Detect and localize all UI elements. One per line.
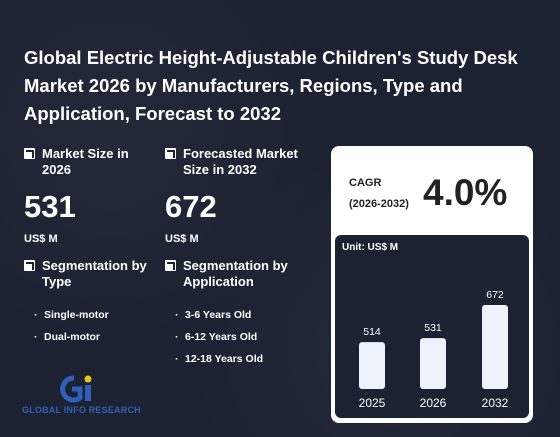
bar-chart: Unit: US$ M 514 2025 531 2026 672 2032	[335, 235, 529, 418]
market-size-label: Market Size in 2026	[42, 146, 129, 177]
bar-2025	[359, 342, 385, 389]
cagr-label-line1: CAGR	[349, 177, 382, 189]
segmentation-type: Segmentation by Type Single-motor Dual-m…	[24, 258, 154, 348]
x-tick-label: 2032	[482, 396, 509, 410]
bar-value-label: 514	[363, 326, 381, 338]
logo: GLOBAL INFO RESEARCH	[22, 372, 142, 422]
list-item: Dual-motor	[34, 326, 154, 348]
logo-mark-icon	[60, 375, 92, 403]
cagr-label-line2: (2026-2032)	[349, 198, 409, 210]
x-tick-label: 2025	[359, 396, 386, 410]
cagr-card: CAGR (2026-2032) 4.0% Unit: US$ M 514 202…	[331, 146, 533, 423]
segmentation-type-label: Segmentation by Type	[42, 258, 147, 289]
list-item: 3-6 Years Old	[175, 304, 315, 326]
trend-icon	[24, 148, 35, 159]
list-item: 6-12 Years Old	[175, 326, 315, 348]
trend-icon	[165, 260, 176, 271]
trend-icon	[24, 260, 35, 271]
segmentation-application: Segmentation by Application 3-6 Years Ol…	[165, 258, 315, 370]
x-tick-label: 2026	[420, 396, 447, 410]
bar-value-label: 531	[424, 322, 442, 334]
bar-2026	[420, 338, 446, 389]
logo-text: GLOBAL INFO RESEARCH	[22, 405, 141, 415]
cagr-label: CAGR (2026-2032)	[349, 173, 409, 215]
page-title: Global Electric Height-Adjustable Childr…	[24, 47, 518, 124]
market-size-unit: US$ M	[24, 233, 58, 245]
forecast-value: 672	[165, 189, 217, 224]
segmentation-application-label: Segmentation by Application	[183, 258, 288, 289]
bar-value-label: 672	[486, 289, 504, 301]
application-list: 3-6 Years Old 6-12 Years Old 12-18 Years…	[165, 304, 315, 370]
chart-unit-label: Unit: US$ M	[342, 242, 399, 253]
chart-canvas: 514 2025 531 2026 672 2032	[359, 289, 509, 410]
market-size-stat: Market Size in 2026 531 US$ M	[24, 146, 144, 245]
forecast-stat: Forecasted Market Size in 2032 672 US$ M	[165, 146, 315, 245]
list-item: 12-18 Years Old	[175, 348, 315, 370]
list-item: Single-motor	[34, 304, 154, 326]
bar-2032	[482, 305, 508, 389]
forecast-label: Forecasted Market Size in 2032	[183, 146, 298, 177]
market-size-value: 531	[24, 189, 76, 224]
type-list: Single-motor Dual-motor	[24, 304, 154, 348]
forecast-unit: US$ M	[165, 233, 199, 245]
trend-icon	[165, 148, 176, 159]
cagr-value: 4.0%	[423, 172, 508, 213]
